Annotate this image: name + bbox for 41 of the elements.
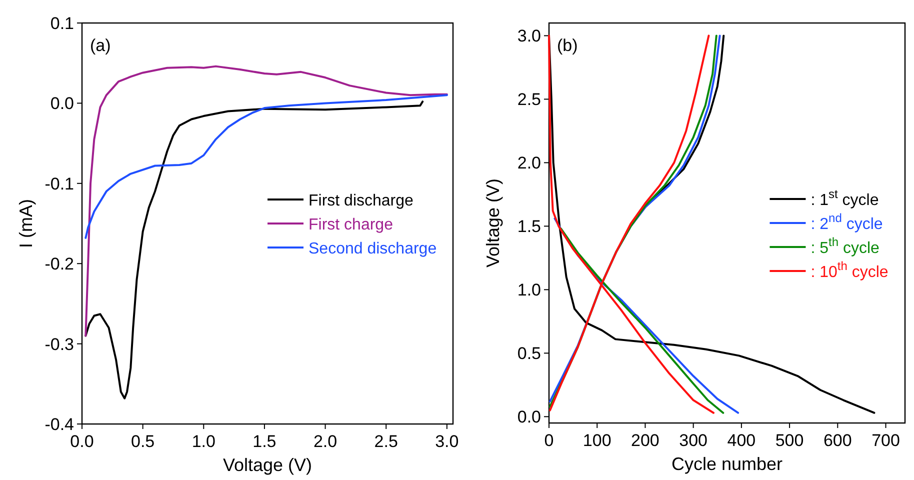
y-tick-label: 2.0 <box>517 154 541 173</box>
y-tick-label: 0.0 <box>50 94 74 114</box>
y-tick-label: 0.1 <box>50 14 74 33</box>
y-tick-label: 2.5 <box>517 90 541 110</box>
y-tick-label: 1.5 <box>517 217 541 236</box>
annotation: (b) <box>557 36 578 55</box>
y-tick-label: -0.2 <box>44 254 74 274</box>
legend-label: First discharge <box>308 192 414 210</box>
x-tick-label: 600 <box>823 431 852 450</box>
y-tick-label: 0.5 <box>517 344 541 364</box>
y-tick-label: 3.0 <box>517 26 541 46</box>
x-tick-label: 300 <box>679 431 708 450</box>
x-tick-label: 0 <box>544 431 554 450</box>
y-axis-title: I (mA) <box>16 199 36 248</box>
y-tick-label: 0.0 <box>517 408 541 427</box>
x-tick-label: 2.0 <box>313 432 338 451</box>
x-tick-label: 500 <box>775 431 804 450</box>
legend-label: First charge <box>308 216 394 234</box>
x-tick-label: 1.0 <box>192 432 216 451</box>
legend-label: : 5$^{th}$ cycle <box>810 235 880 257</box>
legend-label: Second discharge <box>308 240 437 258</box>
y-tick-label: -0.1 <box>44 174 74 194</box>
legend-label: : 1$^{st}$ cycle <box>810 187 879 209</box>
x-tick-label: 0.0 <box>70 432 94 451</box>
x-tick-label: 700 <box>872 431 900 450</box>
y-tick-label: 1.0 <box>517 280 541 300</box>
x-tick-label: 200 <box>631 431 660 450</box>
annotation: (a) <box>90 36 111 55</box>
x-tick-label: 3.0 <box>435 432 459 451</box>
legend-label: : 10$^{th}$ cycle <box>810 259 888 281</box>
x-tick-label: 2.5 <box>374 432 398 451</box>
y-axis-title: Voltage (V) <box>483 178 503 268</box>
legend-label: : 2$^{nd}$ cycle <box>810 211 883 233</box>
x-axis-title: Cycle number <box>671 454 783 474</box>
x-tick-label: 0.5 <box>131 432 155 451</box>
x-tick-label: 400 <box>727 431 756 450</box>
x-tick-label: 100 <box>582 431 612 450</box>
y-tick-label: -0.4 <box>44 415 74 434</box>
x-tick-label: 1.5 <box>252 432 276 451</box>
x-axis-title: Voltage (V) <box>222 455 312 475</box>
y-tick-label: -0.3 <box>44 334 74 354</box>
